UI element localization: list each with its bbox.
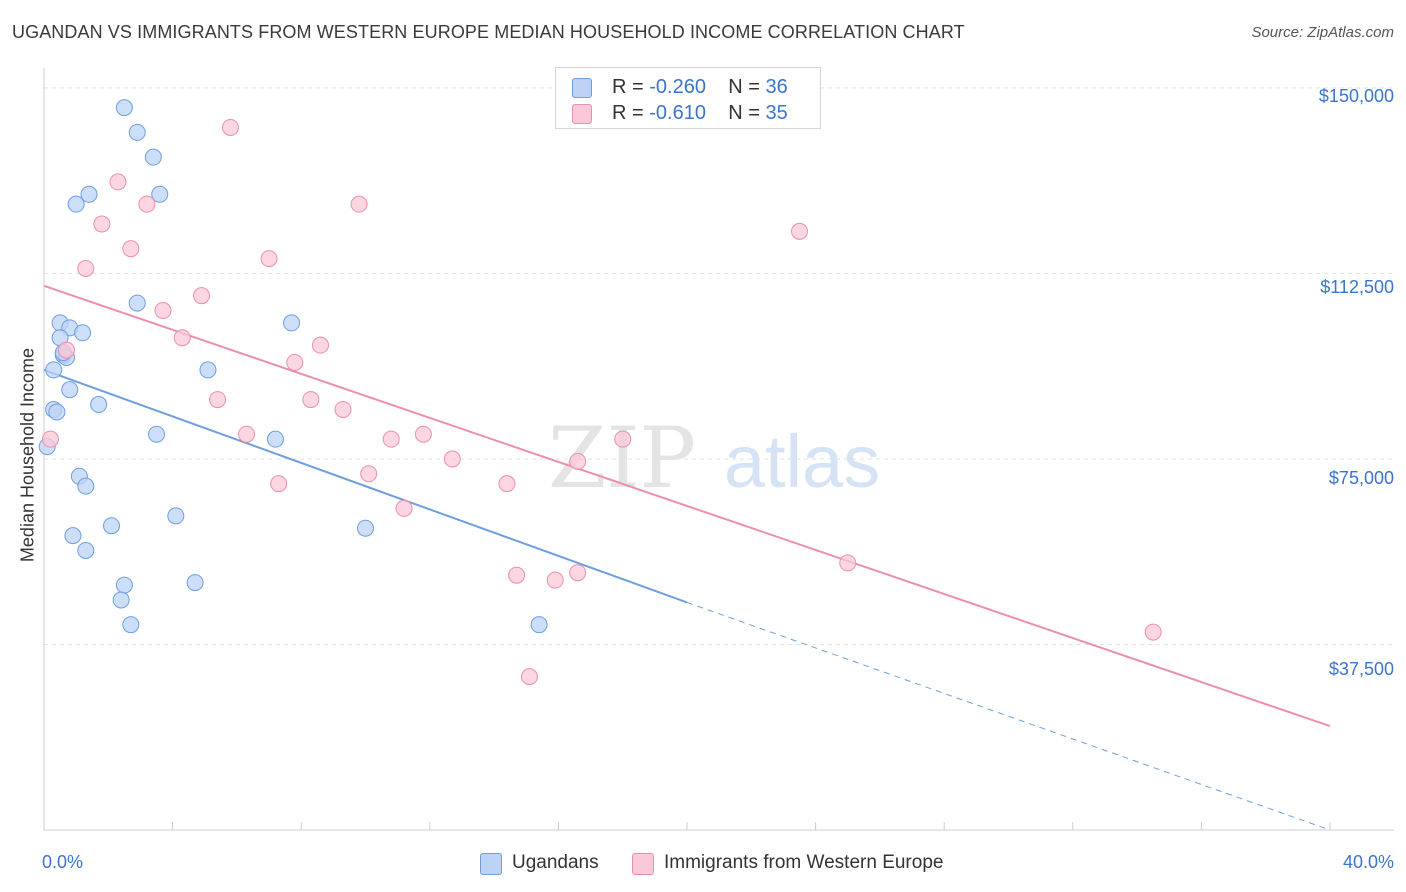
western-europe-point bbox=[1144, 623, 1162, 641]
y-tick-label-37500: $37,500 bbox=[1328, 659, 1394, 679]
western-europe-point bbox=[791, 222, 809, 240]
ugandans-point bbox=[266, 430, 284, 448]
western-europe-point bbox=[520, 668, 538, 686]
stat-r-label: R = bbox=[612, 102, 644, 124]
ugandans-point bbox=[357, 519, 374, 537]
ugandans-point bbox=[167, 507, 185, 525]
watermark-atlas: atlas bbox=[724, 420, 880, 503]
western-europe-point bbox=[154, 302, 172, 320]
ugandans-point bbox=[199, 361, 217, 379]
western-europe-point bbox=[508, 566, 526, 584]
stat-r-value: -0.610 bbox=[649, 102, 706, 124]
stat-r-label: R = bbox=[612, 76, 644, 98]
stat-r-value: -0.260 bbox=[649, 76, 706, 98]
ugandans-point bbox=[48, 403, 66, 421]
western-europe-point bbox=[498, 475, 516, 493]
western-europe-point bbox=[77, 259, 95, 277]
ugandans-point bbox=[67, 195, 85, 213]
ugandans-point bbox=[74, 324, 92, 342]
legend-label-ugandans: Ugandans bbox=[512, 852, 599, 873]
ugandans-point bbox=[45, 361, 63, 379]
ugandans-point bbox=[115, 99, 133, 117]
ugandans-point bbox=[128, 294, 146, 312]
source-label: Source: ZipAtlas.com bbox=[1251, 24, 1394, 41]
western-europe-point bbox=[122, 240, 140, 258]
western-europe-point bbox=[138, 195, 156, 213]
trend-lines bbox=[43, 284, 1331, 831]
ugandans-swatch-icon bbox=[572, 78, 592, 98]
western-europe-point bbox=[58, 341, 76, 359]
western-europe-point bbox=[395, 499, 413, 517]
western-europe-point bbox=[270, 475, 288, 493]
western-europe-legend-swatch-icon bbox=[632, 853, 654, 875]
ugandans-legend-swatch-icon bbox=[480, 853, 502, 875]
ugandans-point bbox=[186, 574, 204, 592]
y-axis-label: Median Household Income bbox=[17, 347, 38, 563]
ugandans-point bbox=[77, 541, 95, 559]
western-europe-point bbox=[93, 215, 111, 233]
x-ticks bbox=[43, 822, 1331, 830]
ugandans-point bbox=[90, 396, 108, 414]
western-europe-point bbox=[311, 336, 329, 354]
western-europe-point bbox=[414, 425, 432, 443]
western-europe-point bbox=[286, 353, 304, 371]
western-europe-point bbox=[569, 452, 587, 470]
western-europe-point bbox=[173, 329, 191, 347]
western-europe-point bbox=[546, 571, 564, 589]
western-europe-point bbox=[193, 287, 211, 305]
y-tick-label-112500: $112,500 bbox=[1320, 277, 1394, 297]
western-europe-point bbox=[238, 425, 256, 443]
trend-line-extension-0 bbox=[686, 601, 1331, 831]
y-tick-label-150000: $150,000 bbox=[1318, 86, 1394, 106]
ugandans-point bbox=[144, 148, 162, 166]
western-europe-point bbox=[443, 450, 461, 468]
x-tick-label-min: 0.0% bbox=[42, 852, 84, 872]
legend-label-western-europe: Immigrants from Western Europe bbox=[664, 852, 944, 873]
western-europe-point bbox=[221, 118, 239, 136]
western-europe-point bbox=[334, 400, 352, 418]
watermark: ZIP atlas bbox=[548, 409, 880, 507]
western-europe-swatch-icon bbox=[572, 104, 592, 124]
stat-n-label: N = bbox=[728, 102, 760, 124]
ugandans-point bbox=[148, 425, 166, 443]
ugandans-point bbox=[61, 381, 79, 399]
western-europe-point bbox=[839, 554, 857, 572]
ugandans-point bbox=[112, 591, 130, 609]
stat-n-label: N = bbox=[728, 76, 760, 98]
western-europe-point bbox=[260, 250, 278, 268]
ugandans-point bbox=[530, 616, 548, 634]
western-europe-point bbox=[209, 391, 227, 409]
ugandans-point bbox=[64, 527, 82, 545]
ugandans-point bbox=[77, 477, 95, 495]
ugandans-point bbox=[122, 616, 140, 634]
gridlines bbox=[44, 87, 1394, 645]
western-europe-point bbox=[382, 430, 400, 448]
ugandans-point bbox=[128, 123, 146, 141]
western-europe-point bbox=[614, 430, 632, 448]
western-europe-point bbox=[41, 430, 59, 448]
correlation-stats-box: R = -0.260 N = 36 R = -0.610 N = 35 bbox=[555, 67, 821, 129]
ugandans-point bbox=[115, 576, 133, 594]
western-europe-point bbox=[302, 391, 320, 409]
chart-title: UGANDAN VS IMMIGRANTS FROM WESTERN EUROP… bbox=[12, 22, 965, 42]
ugandans-point bbox=[103, 517, 121, 535]
western-europe-point bbox=[350, 195, 368, 213]
western-europe-point bbox=[569, 564, 587, 582]
data-points bbox=[38, 99, 1162, 686]
ugandans-point bbox=[151, 185, 169, 203]
western-europe-point bbox=[360, 465, 378, 483]
stat-n-value: 35 bbox=[765, 102, 788, 124]
y-tick-label-75000: $75,000 bbox=[1328, 468, 1394, 488]
trend-line-0 bbox=[43, 368, 688, 604]
western-europe-point bbox=[109, 173, 127, 191]
stat-n-value: 36 bbox=[765, 76, 788, 98]
ugandans-point bbox=[80, 185, 98, 203]
trend-line-1 bbox=[43, 284, 1331, 728]
x-tick-label-max: 40.0% bbox=[1342, 852, 1394, 872]
ugandans-point bbox=[283, 314, 301, 332]
